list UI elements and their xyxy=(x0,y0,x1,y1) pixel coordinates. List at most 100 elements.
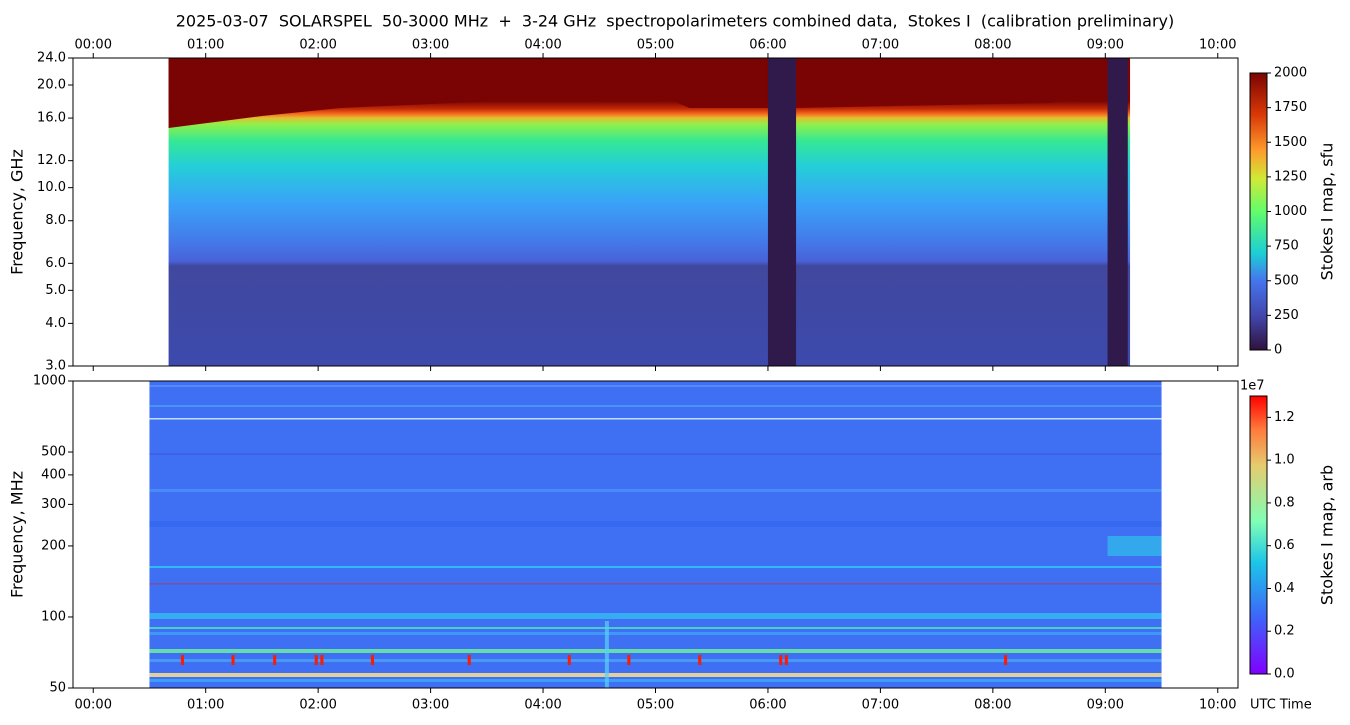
x-tick-label: 03:00 xyxy=(412,38,449,53)
spectrogram-burst xyxy=(698,655,702,665)
x-tick-label: 02:00 xyxy=(299,698,336,713)
y-tick-label: 300 xyxy=(41,497,66,512)
colorbar-tick-label: 1250 xyxy=(1274,169,1307,184)
y-tick-label: 3.0 xyxy=(45,359,66,374)
spectrogram-burst xyxy=(180,655,184,665)
y-axis-label: Frequency, MHz xyxy=(8,471,27,598)
x-tick-label: 05:00 xyxy=(637,698,674,713)
data-gap xyxy=(767,58,797,366)
y-tick-label: 16.0 xyxy=(37,111,66,126)
x-tick-label: 10:00 xyxy=(1199,698,1236,713)
chart-title: 2025-03-07 SOLARSPEL 50-3000 MHz + 3-24 … xyxy=(176,12,1175,31)
spectrogram-burst xyxy=(567,655,571,665)
spectrogram-burst xyxy=(370,655,374,665)
spectrogram-band xyxy=(149,489,1162,492)
y-tick-label: 12.0 xyxy=(37,153,66,168)
y-tick-label: 400 xyxy=(41,467,66,482)
spectrogram-band xyxy=(149,385,1162,387)
spectrogram-band xyxy=(149,673,1162,677)
x-axis-label: UTC Time xyxy=(1250,698,1312,713)
x-tick-label: 07:00 xyxy=(862,38,899,53)
colorbar-tick-label: 1.0 xyxy=(1274,453,1295,468)
y-tick-label: 5.0 xyxy=(45,283,66,298)
spectrogram-band xyxy=(1107,536,1162,556)
spectrogram-edge xyxy=(796,58,1108,108)
colorbar-tick-label: 1.2 xyxy=(1274,410,1295,425)
spectrogram-band xyxy=(149,632,1162,635)
spectrogram-burst xyxy=(273,655,277,665)
y-tick-label: 24.0 xyxy=(37,51,66,66)
spectrogram-band xyxy=(149,418,1162,420)
spectrogram-burst xyxy=(320,655,324,665)
colorbar-tick-label: 0.8 xyxy=(1274,495,1295,510)
spectrogram-burst xyxy=(467,655,471,665)
y-tick-label: 100 xyxy=(41,609,66,624)
x-tick-label: 00:00 xyxy=(75,698,112,713)
y-tick-label: 500 xyxy=(41,445,66,460)
spectrogram-band xyxy=(149,405,1162,407)
y-tick-label: 8.0 xyxy=(45,213,66,228)
x-tick-label: 06:00 xyxy=(749,38,786,53)
colorbar-tick-label: 1750 xyxy=(1274,100,1307,115)
colorbar-tick-label: 0.2 xyxy=(1274,624,1295,639)
spectrogram-burst xyxy=(231,655,235,665)
x-tick-label: 01:00 xyxy=(187,698,224,713)
colorbar-tick-label: 250 xyxy=(1274,308,1299,323)
y-tick-label: 200 xyxy=(41,538,66,553)
spectrogram-band xyxy=(149,649,1162,653)
spectrogram-band xyxy=(149,453,1162,455)
colorbar-tick-label: 1000 xyxy=(1274,204,1307,219)
y-tick-label: 20.0 xyxy=(37,78,66,93)
spectrogram-band xyxy=(149,659,1162,662)
spectrogram-burst xyxy=(604,621,609,688)
y-tick-label: 6.0 xyxy=(45,256,66,271)
spectrogram-band xyxy=(149,566,1162,568)
colorbar-offset: 1e7 xyxy=(1240,379,1265,394)
spectrogram-burst xyxy=(1004,655,1008,665)
x-tick-label: 09:00 xyxy=(1087,698,1124,713)
x-tick-label: 10:00 xyxy=(1199,38,1236,53)
spectrogram-band xyxy=(149,521,1162,527)
spectrogram xyxy=(149,381,1162,688)
colorbar-tick-label: 500 xyxy=(1274,273,1299,288)
spectrogram-burst xyxy=(784,655,788,665)
x-tick-label: 09:00 xyxy=(1087,38,1124,53)
x-tick-label: 05:00 xyxy=(637,38,674,53)
x-tick-label: 04:00 xyxy=(524,38,561,53)
colorbar-tick-label: 0 xyxy=(1274,343,1282,358)
colorbar-label: Stokes I map, arb xyxy=(1318,465,1337,605)
y-tick-label: 1000 xyxy=(33,374,66,389)
x-tick-label: 08:00 xyxy=(974,698,1011,713)
spectrogram-band xyxy=(149,613,1162,619)
colorbar-tick-label: 0.4 xyxy=(1274,581,1295,596)
y-tick-label: 10.0 xyxy=(37,180,66,195)
data-gap xyxy=(1107,58,1128,366)
colorbar xyxy=(1249,72,1268,351)
y-tick-label: 4.0 xyxy=(45,316,66,331)
colorbar-tick-label: 0.6 xyxy=(1274,538,1295,553)
y-tick-label: 50 xyxy=(49,681,66,696)
colorbar-tick-label: 750 xyxy=(1274,239,1299,254)
colorbar-label: Stokes I map, sfu xyxy=(1318,143,1337,281)
spectrogram-band xyxy=(149,583,1162,585)
x-tick-label: 02:00 xyxy=(299,38,336,53)
spectrogram-band xyxy=(149,679,1162,682)
x-tick-label: 06:00 xyxy=(749,698,786,713)
spectrogram-edge xyxy=(168,58,768,128)
x-tick-label: 03:00 xyxy=(412,698,449,713)
y-axis-label: Frequency, GHz xyxy=(8,149,27,275)
colorbar-tick-label: 2000 xyxy=(1274,66,1307,81)
spectrogram xyxy=(168,58,1131,366)
x-tick-label: 07:00 xyxy=(862,698,899,713)
x-tick-label: 04:00 xyxy=(524,698,561,713)
colorbar-tick-label: 1500 xyxy=(1274,135,1307,150)
colorbar-tick-label: 0.0 xyxy=(1274,667,1295,682)
x-tick-label: 00:00 xyxy=(75,38,112,53)
x-tick-label: 01:00 xyxy=(187,38,224,53)
x-tick-label: 08:00 xyxy=(974,38,1011,53)
spectrogram-burst xyxy=(314,655,318,665)
colorbar xyxy=(1249,395,1268,675)
spectrogram-burst xyxy=(779,655,783,665)
